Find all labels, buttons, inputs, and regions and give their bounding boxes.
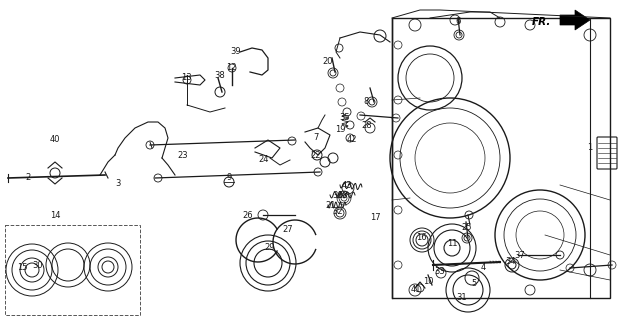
Text: 31: 31 xyxy=(457,292,467,301)
Text: 25: 25 xyxy=(462,223,472,233)
Text: 43: 43 xyxy=(341,180,353,189)
Text: 6: 6 xyxy=(455,18,460,27)
Text: 9: 9 xyxy=(226,173,232,182)
Text: 24: 24 xyxy=(259,156,269,164)
Text: 16: 16 xyxy=(416,234,426,243)
Text: 14: 14 xyxy=(50,211,60,220)
Text: 22: 22 xyxy=(311,150,321,159)
Text: 36: 36 xyxy=(333,190,343,199)
Text: 18: 18 xyxy=(336,190,347,199)
Text: 1: 1 xyxy=(587,143,592,153)
Text: 12: 12 xyxy=(226,63,236,73)
Text: 11: 11 xyxy=(447,239,457,249)
Text: 19: 19 xyxy=(335,125,345,134)
Text: 26: 26 xyxy=(243,211,254,220)
Text: 7: 7 xyxy=(313,133,319,142)
Text: 39: 39 xyxy=(231,47,241,57)
Text: 4: 4 xyxy=(480,263,485,273)
Text: 34: 34 xyxy=(506,258,516,267)
Text: 21: 21 xyxy=(326,202,336,211)
Text: 37: 37 xyxy=(515,251,525,260)
Text: 5: 5 xyxy=(472,278,477,287)
Text: 42: 42 xyxy=(347,135,357,145)
Text: 41: 41 xyxy=(411,285,421,294)
Text: 13: 13 xyxy=(181,74,191,83)
Text: 10: 10 xyxy=(423,277,433,286)
Text: 33: 33 xyxy=(435,268,445,276)
Text: 2: 2 xyxy=(26,173,31,182)
Text: 23: 23 xyxy=(178,150,188,159)
Polygon shape xyxy=(560,10,590,30)
Text: 38: 38 xyxy=(215,70,226,79)
Text: 17: 17 xyxy=(369,213,380,222)
Text: 3: 3 xyxy=(115,179,121,188)
Text: 35: 35 xyxy=(340,114,350,123)
Text: FR.: FR. xyxy=(531,17,551,27)
Text: 32: 32 xyxy=(333,207,343,217)
Text: 29: 29 xyxy=(265,244,275,252)
Text: 8: 8 xyxy=(363,98,369,107)
Text: 15: 15 xyxy=(17,262,27,271)
Text: 28: 28 xyxy=(362,122,373,131)
Text: 27: 27 xyxy=(283,226,293,235)
Text: 40: 40 xyxy=(50,135,60,145)
Text: 30: 30 xyxy=(32,260,44,269)
Text: 20: 20 xyxy=(323,58,333,67)
